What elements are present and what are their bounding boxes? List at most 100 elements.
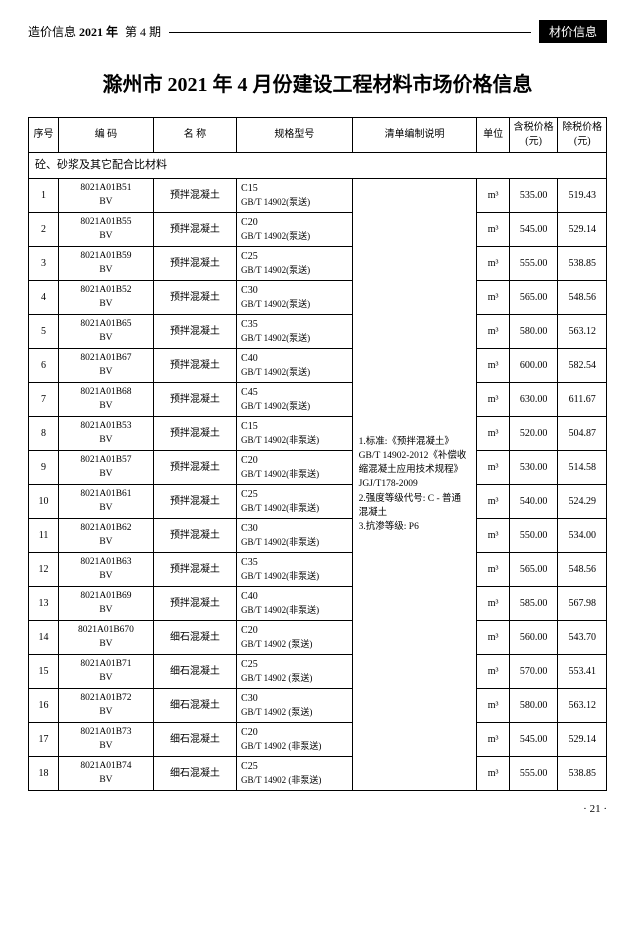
cell-name: 细石混凝土 (153, 621, 236, 655)
cell-name: 细石混凝土 (153, 723, 236, 757)
cell-name: 预拌混凝土 (153, 281, 236, 315)
cell-seq: 8 (29, 417, 59, 451)
cell-name: 预拌混凝土 (153, 315, 236, 349)
cell-price-tax: 545.00 (509, 213, 558, 247)
cell-unit: m³ (477, 553, 509, 587)
cell-price-tax: 555.00 (509, 247, 558, 281)
cell-name: 预拌混凝土 (153, 383, 236, 417)
col-price-notax: 除税价格(元) (558, 118, 607, 153)
cell-unit: m³ (477, 451, 509, 485)
cell-price-tax: 530.00 (509, 451, 558, 485)
cell-price-tax: 520.00 (509, 417, 558, 451)
cell-price-tax: 565.00 (509, 553, 558, 587)
section-title: 砼、砂浆及其它配合比材料 (29, 153, 607, 179)
cell-code: 8021A01B670BV (59, 621, 154, 655)
cell-spec: C30GB/T 14902 (泵送) (237, 689, 353, 723)
cell-price-tax: 570.00 (509, 655, 558, 689)
cell-seq: 13 (29, 587, 59, 621)
cell-spec: C25GB/T 14902(非泵送) (237, 485, 353, 519)
cell-unit: m³ (477, 315, 509, 349)
table-row: 158021A01B71BV细石混凝土C25GB/T 14902 (泵送)m³5… (29, 655, 607, 689)
price-table: 序号 编 码 名 称 规格型号 清单编制说明 单位 含税价格(元) 除税价格(元… (28, 117, 607, 791)
cell-unit: m³ (477, 723, 509, 757)
cell-seq: 2 (29, 213, 59, 247)
cell-spec: C25GB/T 14902 (非泵送) (237, 757, 353, 791)
cell-price-notax: 529.14 (558, 723, 607, 757)
table-row: 68021A01B67BV预拌混凝土C40GB/T 14902(泵送)m³600… (29, 349, 607, 383)
cell-spec: C35GB/T 14902(泵送) (237, 315, 353, 349)
cell-code: 8021A01B69BV (59, 587, 154, 621)
col-seq: 序号 (29, 118, 59, 153)
cell-price-notax: 567.98 (558, 587, 607, 621)
cell-seq: 5 (29, 315, 59, 349)
cell-seq: 4 (29, 281, 59, 315)
cell-seq: 14 (29, 621, 59, 655)
cell-price-notax: 524.29 (558, 485, 607, 519)
cell-price-tax: 580.00 (509, 689, 558, 723)
cell-spec: C30GB/T 14902(泵送) (237, 281, 353, 315)
cell-seq: 12 (29, 553, 59, 587)
cell-unit: m³ (477, 587, 509, 621)
cell-code: 8021A01B68BV (59, 383, 154, 417)
table-row: 58021A01B65BV预拌混凝土C35GB/T 14902(泵送)m³580… (29, 315, 607, 349)
cell-price-notax: 553.41 (558, 655, 607, 689)
table-row: 118021A01B62BV预拌混凝土C30GB/T 14902(非泵送)m³5… (29, 519, 607, 553)
table-row: 188021A01B74BV细石混凝土C25GB/T 14902 (非泵送)m³… (29, 757, 607, 791)
cell-name: 细石混凝土 (153, 757, 236, 791)
cell-code: 8021A01B73BV (59, 723, 154, 757)
cell-code: 8021A01B71BV (59, 655, 154, 689)
cell-spec: C40GB/T 14902(非泵送) (237, 587, 353, 621)
cell-spec: C20GB/T 14902 (泵送) (237, 621, 353, 655)
cell-price-tax: 585.00 (509, 587, 558, 621)
cell-price-notax: 548.56 (558, 281, 607, 315)
cell-unit: m³ (477, 485, 509, 519)
cell-price-notax: 611.67 (558, 383, 607, 417)
cell-spec: C25GB/T 14902(泵送) (237, 247, 353, 281)
cell-price-tax: 580.00 (509, 315, 558, 349)
cell-spec: C20GB/T 14902(泵送) (237, 213, 353, 247)
cell-seq: 15 (29, 655, 59, 689)
table-row: 148021A01B670BV细石混凝土C20GB/T 14902 (泵送) m³… (29, 621, 607, 655)
cell-spec: C25GB/T 14902 (泵送) (237, 655, 353, 689)
cell-price-tax: 565.00 (509, 281, 558, 315)
cell-spec: C35GB/T 14902(非泵送) (237, 553, 353, 587)
cell-unit: m³ (477, 689, 509, 723)
cell-spec: C30GB/T 14902(非泵送) (237, 519, 353, 553)
page-title: 滁州市 2021 年 4 月份建设工程材料市场价格信息 (28, 68, 607, 97)
col-unit: 单位 (477, 118, 509, 153)
cell-code: 8021A01B53BV (59, 417, 154, 451)
cell-name: 细石混凝土 (153, 655, 236, 689)
cell-seq: 1 (29, 179, 59, 213)
cell-name: 预拌混凝土 (153, 247, 236, 281)
header-label: 造价信息 (28, 25, 76, 39)
table-row: 98021A01B57BV预拌混凝土C20GB/T 14902(非泵送)m³53… (29, 451, 607, 485)
table-row: 168021A01B72BV细石混凝土C30GB/T 14902 (泵送)m³5… (29, 689, 607, 723)
table-row: 48021A01B52BV预拌混凝土C30GB/T 14902(泵送) m³565… (29, 281, 607, 315)
cell-code: 8021A01B67BV (59, 349, 154, 383)
page-header: 造价信息 2021 年 第 4 期 材价信息 (28, 20, 607, 43)
cell-unit: m³ (477, 281, 509, 315)
table-row: 108021A01B61BV预拌混凝土C25GB/T 14902(非泵送)m³5… (29, 485, 607, 519)
cell-price-tax: 545.00 (509, 723, 558, 757)
col-desc: 清单编制说明 (352, 118, 477, 153)
table-row: 18021A01B51BV预拌混凝土C15GB/T 14902(泵送)1.标准:… (29, 179, 607, 213)
cell-price-tax: 535.00 (509, 179, 558, 213)
cell-name: 预拌混凝土 (153, 553, 236, 587)
table-row: 128021A01B63BV预拌混凝土C35GB/T 14902(非泵送) m³5… (29, 553, 607, 587)
col-price-tax: 含税价格(元) (509, 118, 558, 153)
col-spec: 规格型号 (237, 118, 353, 153)
cell-unit: m³ (477, 247, 509, 281)
cell-price-tax: 600.00 (509, 349, 558, 383)
cell-name: 细石混凝土 (153, 689, 236, 723)
cell-unit: m³ (477, 621, 509, 655)
cell-seq: 11 (29, 519, 59, 553)
page-number: · 21 · (28, 803, 607, 815)
cell-price-notax: 504.87 (558, 417, 607, 451)
cell-code: 8021A01B52BV (59, 281, 154, 315)
cell-name: 预拌混凝土 (153, 349, 236, 383)
cell-code: 8021A01B63BV (59, 553, 154, 587)
cell-price-notax: 534.00 (558, 519, 607, 553)
cell-spec: C45GB/T 14902(泵送) (237, 383, 353, 417)
cell-code: 8021A01B59BV (59, 247, 154, 281)
header-divider (169, 32, 531, 33)
